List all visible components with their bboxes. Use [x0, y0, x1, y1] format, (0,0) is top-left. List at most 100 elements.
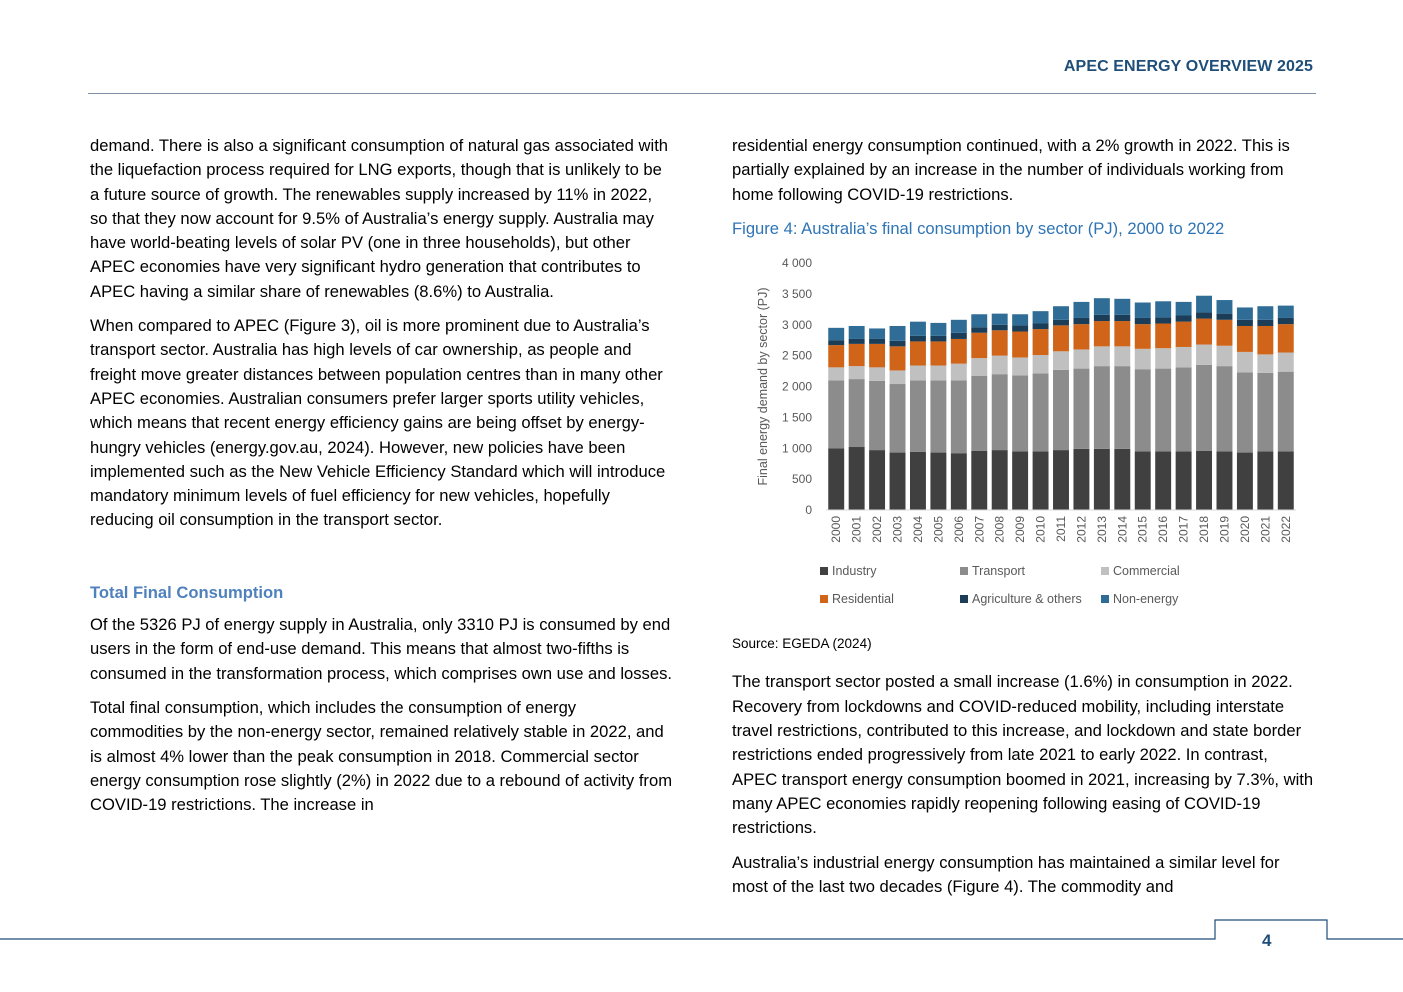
bar-segment-commercial — [950, 363, 967, 381]
paragraph: residential energy consumption continued… — [732, 136, 1290, 204]
x-tick-label: 2022 — [1279, 516, 1293, 543]
bar-segment-non-energy — [930, 323, 947, 337]
bar-segment-non-energy — [1257, 306, 1274, 320]
legend-label: Industry — [832, 564, 877, 578]
bar-segment-commercial — [1216, 345, 1233, 367]
bar-segment-agriculture-others — [930, 336, 947, 342]
bar-segment-agriculture-others — [848, 339, 865, 345]
x-tick-label: 2014 — [1115, 516, 1129, 543]
bar-segment-industry — [1073, 449, 1090, 511]
bar-segment-agriculture-others — [1012, 325, 1029, 332]
chart-container: Final energy demand by sector (PJ) 0 500 1 … — [732, 247, 1316, 632]
bar-segment-residential — [889, 346, 906, 371]
x-tick-label: 2016 — [1156, 516, 1170, 543]
bar-segment-transport — [971, 376, 988, 451]
legend-swatch — [1101, 595, 1109, 604]
x-tick-label: 2010 — [1034, 516, 1048, 543]
bar-segment-residential — [1032, 329, 1049, 356]
page-number: 4 — [1262, 931, 1272, 950]
y-tick-label: 1 500 — [782, 411, 812, 425]
bar-segment-non-energy — [1134, 302, 1151, 319]
bar-segment-transport — [1175, 367, 1192, 452]
footer-rule — [0, 919, 1403, 940]
legend-label: Residential — [832, 592, 894, 606]
bar-segment-transport — [1073, 368, 1090, 450]
bar-segment-transport — [869, 381, 886, 451]
legend-label: Commercial — [1113, 564, 1180, 578]
bar-segment-non-energy — [869, 328, 886, 340]
bar-segment-residential — [1277, 324, 1294, 353]
x-tick-label: 2002 — [870, 516, 884, 543]
x-tick-label: 2019 — [1217, 516, 1231, 543]
bar-segment-industry — [1093, 449, 1110, 511]
bar-segment-commercial — [889, 370, 906, 385]
x-tick-label: 2009 — [1013, 516, 1027, 543]
paragraph: demand. There is also a significant cons… — [90, 136, 669, 301]
bar-segment-residential — [1155, 323, 1172, 349]
paragraph: Total final consumption, which includes … — [90, 697, 673, 815]
bar-segment-agriculture-others — [1134, 318, 1151, 325]
bar-segment-residential — [869, 344, 886, 368]
bar-segment-commercial — [1053, 351, 1069, 371]
bar-segment-non-energy — [1093, 298, 1110, 316]
bar-segment-transport — [1236, 372, 1253, 453]
bar-segment-commercial — [869, 367, 886, 382]
bar-segment-industry — [1216, 451, 1233, 511]
bar-segment-transport — [1032, 373, 1049, 452]
paragraph: The transport sector posted a small incr… — [732, 672, 1314, 838]
x-tick-label: 2021 — [1258, 516, 1272, 543]
bar-segment-commercial — [1257, 354, 1274, 374]
x-tick-label: 2008 — [993, 516, 1007, 543]
y-tick-label: 500 — [792, 472, 812, 486]
bar-segment-agriculture-others — [1032, 323, 1049, 330]
bar-segment-commercial — [1277, 352, 1294, 372]
section-heading: Total Final Consumption — [90, 582, 284, 602]
bar-segment-transport — [950, 380, 967, 454]
bar-segment-non-energy — [1032, 311, 1049, 324]
bar-segment-agriculture-others — [1196, 312, 1213, 319]
x-tick-label: 2020 — [1238, 516, 1252, 543]
bar-segment-commercial — [1134, 349, 1151, 370]
bar-segment-residential — [1114, 321, 1131, 347]
paragraph: Of the 5326 PJ of energy supply in Austr… — [90, 615, 672, 683]
bar-segment-non-energy — [909, 321, 926, 337]
bar-segment-commercial — [1114, 346, 1131, 367]
x-tick-label: 2012 — [1074, 516, 1088, 543]
bar-segment-agriculture-others — [1114, 315, 1131, 322]
y-tick-label: 1 000 — [782, 441, 812, 455]
bar-segment-residential — [1175, 321, 1192, 348]
bar-segment-agriculture-others — [909, 336, 926, 342]
x-tick-label: 2004 — [911, 516, 925, 543]
bar-segment-transport — [1012, 375, 1029, 452]
bar-segment-agriculture-others — [889, 340, 906, 347]
bar-segment-non-energy — [1073, 302, 1090, 319]
bar-segment-agriculture-others — [1277, 318, 1294, 325]
bar-segment-industry — [930, 452, 947, 511]
bar-segment-commercial — [909, 365, 926, 381]
bar-segment-transport — [1196, 365, 1213, 451]
figure-source: Source: EGEDA (2024) — [732, 636, 872, 652]
document-header-title: APEC ENERGY OVERVIEW 2025 — [1063, 58, 1313, 75]
x-tick-label: 2005 — [931, 516, 945, 543]
stacked-bar-chart: Final energy demand by sector (PJ) 0 500 1 … — [756, 256, 1296, 606]
bar-segment-non-energy — [1012, 314, 1029, 326]
bar-segment-commercial — [1093, 346, 1110, 367]
bar-segment-industry — [869, 450, 886, 511]
bar-segment-agriculture-others — [971, 327, 988, 333]
bar-segment-agriculture-others — [1257, 319, 1274, 327]
legend-swatch — [1101, 567, 1109, 576]
header-divider — [88, 93, 1316, 94]
x-tick-label: 2017 — [1177, 516, 1191, 543]
bar-segment-industry — [828, 448, 845, 511]
bar-segment-transport — [991, 374, 1008, 451]
bar-segment-transport — [889, 384, 906, 453]
bar-segment-commercial — [828, 367, 845, 381]
bar-segment-industry — [1053, 450, 1069, 511]
bar-segment-non-energy — [1175, 302, 1192, 316]
y-tick-label: 0 — [805, 503, 812, 517]
left-column: demand. There is also a significant cons… — [90, 134, 672, 827]
y-tick-label: 3 500 — [782, 287, 812, 301]
legend-swatch — [960, 567, 968, 576]
bar-segment-transport — [1257, 373, 1274, 452]
bar-segment-commercial — [971, 358, 988, 377]
